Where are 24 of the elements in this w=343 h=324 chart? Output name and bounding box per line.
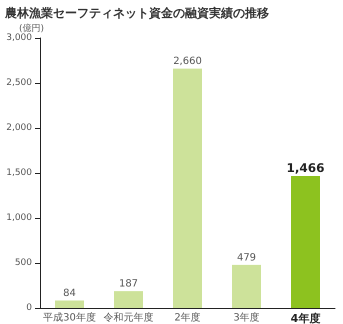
y-tick-label: 1,500 — [6, 168, 32, 178]
x-tick-label: 4年度 — [290, 312, 320, 324]
x-tick-label: 平成30年度 — [43, 312, 96, 324]
data-label: 187 — [118, 278, 138, 290]
bar — [232, 264, 261, 308]
x-tick-label: 3年度 — [233, 312, 260, 324]
x-tick-label: 2年度 — [174, 312, 201, 324]
x-tick-label: 令和元年度 — [104, 312, 154, 324]
data-label: 2,660 — [173, 56, 202, 68]
y-tick-label: 0 — [26, 303, 32, 313]
y-tick-label: 2,000 — [6, 123, 32, 133]
y-tick-label: 2,500 — [6, 78, 32, 88]
bar — [291, 176, 320, 308]
y-tick-label: 3,000 — [6, 33, 32, 43]
y-tick-label: 1,000 — [6, 213, 32, 223]
data-label: 84 — [63, 288, 76, 299]
y-axis-title: (億円) — [18, 23, 44, 34]
data-label: 1,466 — [286, 161, 324, 176]
bar — [173, 68, 202, 308]
bar — [114, 291, 143, 308]
y-tick-label: 500 — [14, 258, 32, 268]
chart-title: 農林漁業セーフティネット資金の融資実績の推移 — [4, 6, 269, 20]
data-label: 479 — [236, 252, 256, 264]
bar — [55, 300, 84, 308]
